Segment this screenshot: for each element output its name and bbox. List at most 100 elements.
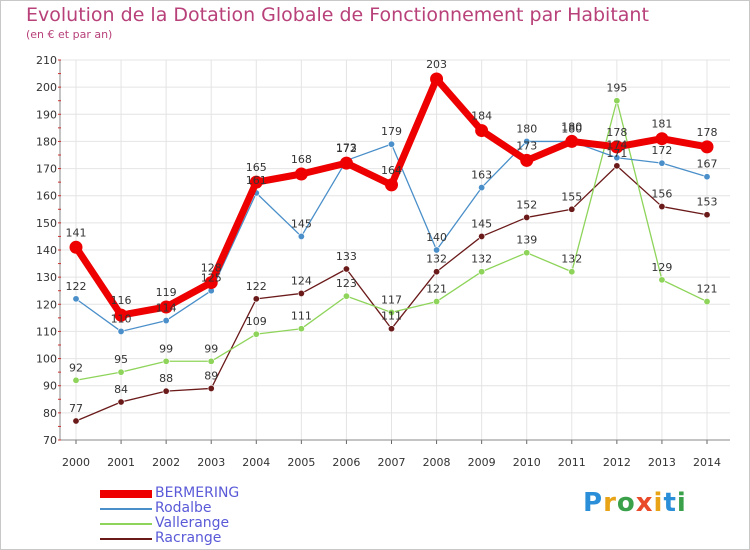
data-label-bermering: 165 [246, 161, 267, 174]
data-point-bermering [565, 134, 579, 148]
data-label-rodalbe: 125 [201, 272, 222, 285]
data-label-vallerange: 117 [381, 293, 402, 306]
data-label-vallerange: 109 [246, 315, 267, 328]
data-label-vallerange: 123 [336, 277, 357, 290]
data-label-vallerange: 92 [69, 361, 83, 374]
logo-letter: r [603, 488, 617, 518]
data-point-racrange [568, 205, 576, 213]
x-tick-label: 2009 [468, 456, 496, 469]
data-label-racrange: 111 [381, 310, 402, 323]
data-label-rodalbe: 172 [651, 144, 672, 157]
y-tick-label: 120 [36, 298, 57, 311]
data-label-rodalbe: 140 [426, 231, 447, 244]
y-tick-label: 160 [36, 190, 57, 203]
data-label-bermering: 128 [201, 262, 222, 275]
data-label-racrange: 88 [159, 372, 173, 385]
legend-swatch [100, 489, 152, 498]
data-label-vallerange: 121 [697, 283, 718, 296]
legend-label: Vallerange [155, 515, 230, 531]
data-point-vallerange [613, 97, 621, 105]
data-label-rodalbe: 110 [111, 312, 132, 325]
data-point-vallerange [658, 276, 666, 284]
data-point-racrange [433, 268, 441, 276]
data-label-bermering: 203 [426, 58, 447, 71]
proxiti-logo: Proxiti [583, 488, 687, 518]
data-label-rodalbe: 163 [471, 169, 492, 182]
data-label-vallerange: 111 [291, 310, 312, 323]
data-point-bermering [430, 72, 444, 86]
data-point-rodalbe [387, 140, 395, 148]
data-label-vallerange: 132 [471, 253, 492, 266]
data-label-racrange: 84 [114, 383, 128, 396]
data-label-vallerange: 121 [426, 283, 447, 296]
data-point-bermering [159, 300, 173, 314]
legend-swatch [100, 507, 152, 510]
logo-letter: i [653, 488, 664, 518]
data-point-bermering [69, 240, 83, 254]
data-label-rodalbe: 167 [697, 158, 718, 171]
x-tick-label: 2008 [423, 456, 451, 469]
data-point-rodalbe [703, 173, 711, 181]
data-point-bermering [475, 124, 489, 138]
data-label-bermering: 164 [381, 164, 402, 177]
data-label-vallerange: 195 [606, 82, 627, 95]
data-label-vallerange: 129 [651, 261, 672, 274]
data-label-rodalbe: 174 [606, 139, 627, 152]
data-point-bermering [114, 308, 128, 322]
y-tick-label: 110 [36, 325, 57, 338]
data-label-bermering: 178 [697, 126, 718, 139]
data-label-bermering: 141 [66, 226, 87, 239]
data-label-bermering: 181 [651, 118, 672, 131]
y-tick-label: 80 [43, 407, 57, 420]
data-label-rodalbe: 179 [381, 125, 402, 138]
chart-title: Evolution de la Dotation Globale de Fonc… [26, 4, 649, 26]
x-tick-label: 2007 [378, 456, 406, 469]
data-label-bermering: 180 [561, 120, 582, 133]
y-tick-label: 130 [36, 271, 57, 284]
data-label-rodalbe: 180 [561, 122, 582, 135]
data-label-racrange: 155 [561, 190, 582, 203]
logo-letter: P [583, 488, 604, 518]
data-point-vallerange [703, 298, 711, 306]
data-label-bermering: 173 [516, 139, 537, 152]
data-point-vallerange [478, 268, 486, 276]
data-label-rodalbe: 173 [336, 141, 357, 154]
data-label-racrange: 153 [697, 196, 718, 209]
y-tick-label: 180 [36, 135, 57, 148]
data-point-bermering [520, 153, 534, 167]
y-tick-label: 210 [36, 54, 57, 67]
legend-item-vallerange: Vallerange [100, 516, 239, 531]
logo-letter: i [676, 488, 687, 518]
data-label-racrange: 132 [426, 253, 447, 266]
x-tick-label: 2005 [287, 456, 315, 469]
legend-label: BERMERING [155, 485, 240, 501]
x-tick-label: 2001 [107, 456, 135, 469]
data-label-bermering: 168 [291, 153, 312, 166]
data-point-racrange [342, 265, 350, 273]
data-point-bermering [655, 132, 669, 146]
data-label-vallerange: 132 [561, 253, 582, 266]
chart-subtitle: (en € et par an) [26, 28, 113, 41]
data-point-bermering [700, 140, 714, 154]
data-label-bermering: 172 [336, 142, 357, 155]
data-label-rodalbe: 161 [246, 174, 267, 187]
x-tick-label: 2002 [152, 456, 180, 469]
y-tick-label: 170 [36, 163, 57, 176]
data-label-racrange: 124 [291, 274, 312, 287]
data-point-rodalbe [613, 154, 621, 162]
y-tick-label: 200 [36, 81, 57, 94]
data-label-rodalbe: 114 [156, 302, 177, 315]
data-point-racrange [478, 232, 486, 240]
data-point-bermering [249, 175, 263, 189]
data-point-rodalbe [523, 137, 531, 145]
data-point-racrange [703, 211, 711, 219]
x-tick-label: 2013 [648, 456, 676, 469]
data-label-bermering: 178 [606, 126, 627, 139]
data-label-vallerange: 99 [204, 342, 218, 355]
data-point-racrange [613, 162, 621, 170]
data-point-racrange [72, 417, 80, 425]
data-point-racrange [297, 289, 305, 297]
legend-label: Racrange [155, 530, 222, 546]
data-label-bermering: 116 [111, 294, 132, 307]
data-point-bermering [385, 178, 398, 192]
